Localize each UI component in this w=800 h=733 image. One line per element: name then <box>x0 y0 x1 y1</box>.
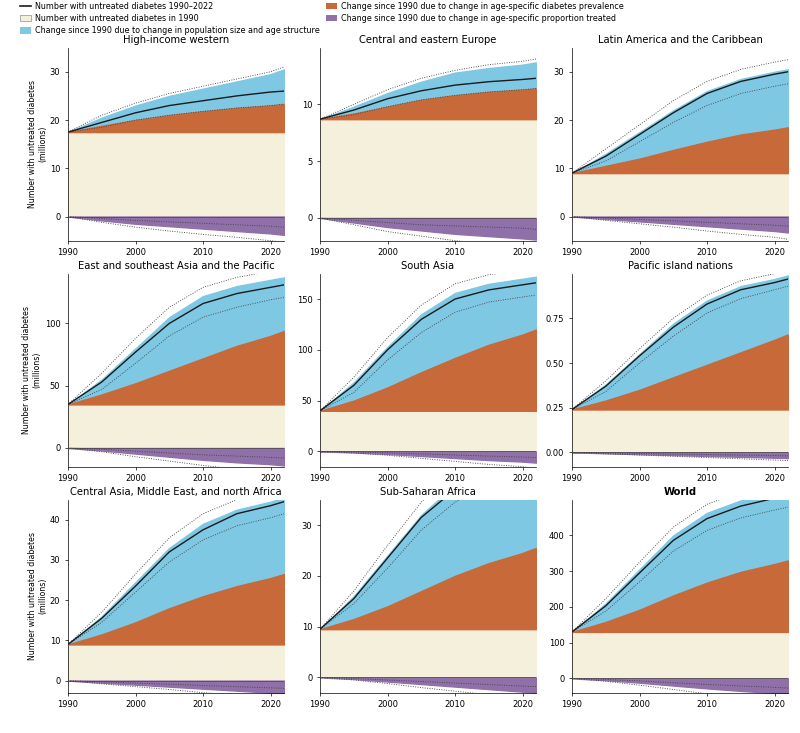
Title: Sub-Saharan Africa: Sub-Saharan Africa <box>380 487 476 498</box>
Title: East and southeast Asia and the Pacific: East and southeast Asia and the Pacific <box>78 262 274 271</box>
Y-axis label: Number with untreated diabetes
(millions): Number with untreated diabetes (millions… <box>27 532 47 660</box>
Title: Pacific island nations: Pacific island nations <box>627 262 733 271</box>
Title: South Asia: South Asia <box>402 262 454 271</box>
Y-axis label: Number with untreated diabetes
(millions): Number with untreated diabetes (millions… <box>22 306 42 434</box>
Title: World: World <box>663 487 697 498</box>
Title: High-income western: High-income western <box>123 35 229 45</box>
Title: Central Asia, Middle East, and north Africa: Central Asia, Middle East, and north Afr… <box>70 487 282 498</box>
Title: Latin America and the Caribbean: Latin America and the Caribbean <box>598 35 762 45</box>
Legend: Number with untreated diabetes 1990–2022, Number with untreated diabetes in 1990: Number with untreated diabetes 1990–2022… <box>20 1 624 35</box>
Y-axis label: Number with untreated diabetes
(millions): Number with untreated diabetes (millions… <box>27 80 47 208</box>
Title: Central and eastern Europe: Central and eastern Europe <box>359 35 497 45</box>
